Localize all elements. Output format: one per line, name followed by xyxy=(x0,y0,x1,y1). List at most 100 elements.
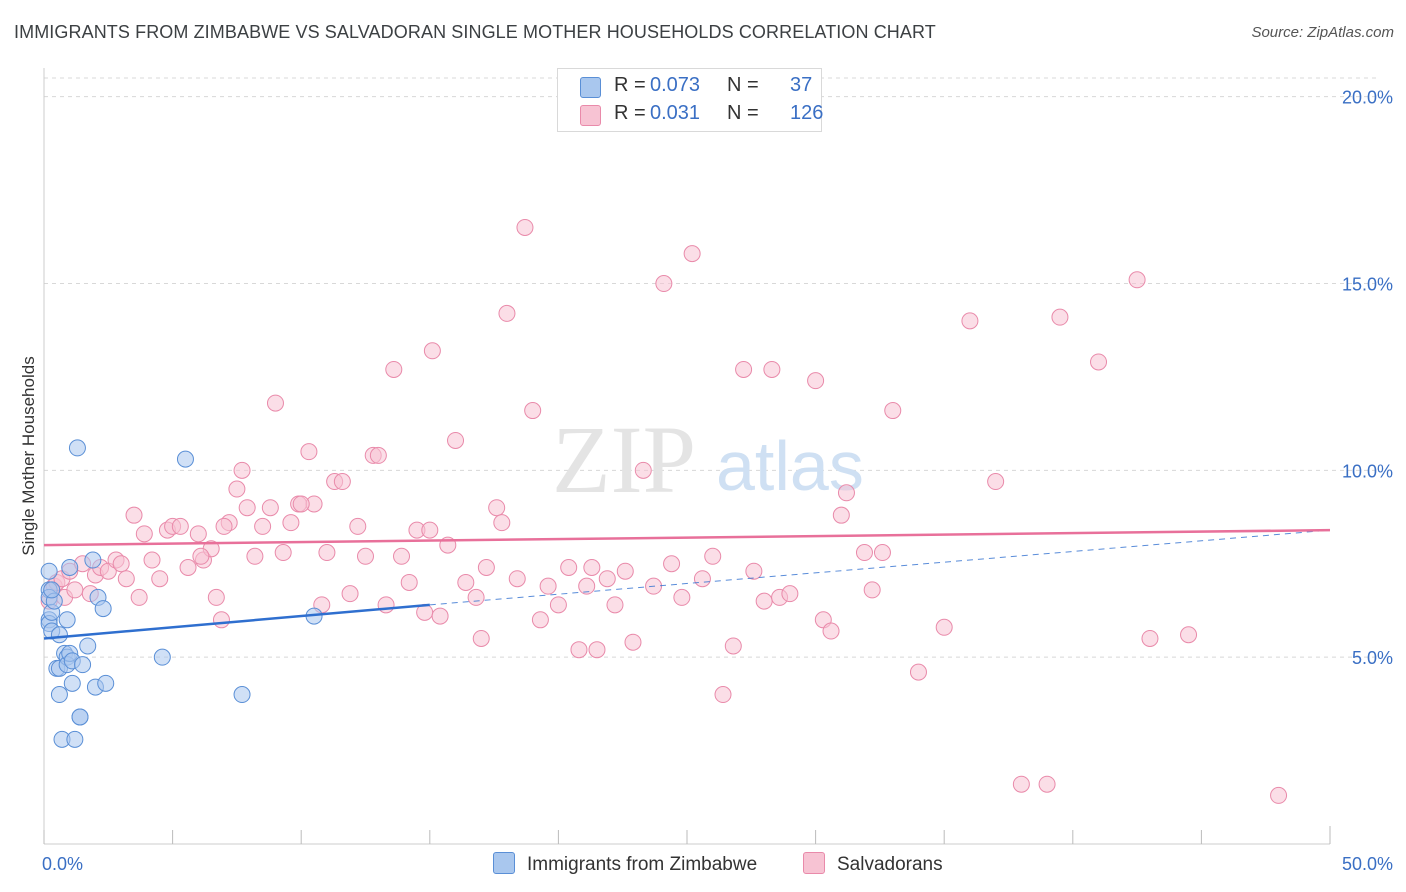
legend-r-label: R = xyxy=(614,102,646,124)
zimbabwe-point xyxy=(74,656,92,674)
salvadoran-point xyxy=(421,521,439,539)
x-tick-label-50: 50.0% xyxy=(1342,854,1393,874)
salvadoran-point xyxy=(616,562,634,580)
salvadoran-point xyxy=(763,360,781,378)
salvadoran-point xyxy=(207,588,225,606)
zimbabwe-point xyxy=(97,674,115,692)
zimbabwe-point xyxy=(58,611,76,629)
tick-labels: 5.0% 10.0% 15.0% 20.0% xyxy=(1342,88,1393,668)
bottom-legend-label: Salvadorans xyxy=(837,854,943,875)
salvadoran-point xyxy=(531,611,549,629)
salvadoran-point xyxy=(385,360,403,378)
legend-n-value: 126 xyxy=(790,102,824,124)
zimbabwe-trend-line xyxy=(43,603,430,640)
salvadoran-point xyxy=(655,275,673,293)
salvadoran-point xyxy=(246,547,264,565)
salvadoran-point xyxy=(704,547,722,565)
salvadoran-point xyxy=(693,570,711,588)
salvadoran-point xyxy=(393,547,411,565)
salvadoran-point xyxy=(863,581,881,599)
salvadoran-point xyxy=(524,402,542,420)
y-tick-label: 20.0% xyxy=(1342,88,1393,108)
salvadoran-point xyxy=(832,506,850,524)
bottom-legend-label: Immigrants from Zimbabwe xyxy=(527,854,758,875)
salvadoran-point xyxy=(873,544,891,562)
zimbabwe-point xyxy=(61,558,79,576)
salvadoran-point xyxy=(266,394,284,412)
zimbabwe-point xyxy=(63,674,81,692)
salvadoran-point xyxy=(488,499,506,517)
salvadoran-point xyxy=(472,629,490,647)
salvadoran-point xyxy=(192,547,210,565)
salvadoran-point xyxy=(423,342,441,360)
bottom-legend-salvadorans: Salvadorans xyxy=(803,852,943,876)
zimbabwe-point xyxy=(233,686,251,704)
legend-r-value: 0.031 xyxy=(650,102,701,124)
salvadoran-point xyxy=(143,551,161,569)
salvadoran-point xyxy=(233,461,251,479)
salvadoran-point xyxy=(179,558,197,576)
salvadoran-point xyxy=(961,312,979,330)
salvadoran-point xyxy=(549,596,567,614)
zimbabwe-point xyxy=(153,648,171,666)
salvadoran-point xyxy=(112,555,130,573)
watermark-zip: ZIP xyxy=(552,406,696,513)
salvadoran-point xyxy=(683,245,701,263)
salvadoran-point xyxy=(560,558,578,576)
x-tick-label-0: 0.0% xyxy=(42,854,83,874)
salvadoran-point xyxy=(1090,353,1108,371)
salvadoran-point xyxy=(588,641,606,659)
salvadoran-point xyxy=(333,473,351,491)
salvadoran-point xyxy=(735,360,753,378)
salvadoran-point xyxy=(377,596,395,614)
salvadoran-point xyxy=(238,499,256,517)
salvadoran-point xyxy=(714,686,732,704)
salvadoran-point xyxy=(884,402,902,420)
salvadoran-point xyxy=(598,570,616,588)
salvadoran-point xyxy=(745,562,763,580)
zimbabwe-point xyxy=(94,600,112,618)
salvadoran-point xyxy=(1270,786,1288,804)
salvadoran-point xyxy=(215,517,233,535)
y-tick-label: 15.0% xyxy=(1342,275,1393,295)
salvadoran-point xyxy=(151,570,169,588)
zimbabwe-point xyxy=(50,686,68,704)
salvadoran-point xyxy=(130,588,148,606)
bottom-legend-swatch-blue xyxy=(493,852,515,874)
zimbabwe-point xyxy=(68,439,86,457)
salvadoran-point xyxy=(117,570,135,588)
salvadoran-point xyxy=(292,495,310,513)
salvadoran-point xyxy=(357,547,374,565)
salvadoran-point xyxy=(570,641,588,659)
legend-n-label: N = xyxy=(727,102,759,124)
salvadoran-point xyxy=(583,558,601,576)
y-tick-label: 5.0% xyxy=(1352,648,1393,668)
salvadoran-point xyxy=(807,372,825,390)
salvadoran-point xyxy=(781,585,799,603)
salvadoran-point xyxy=(349,517,367,535)
salvadoran-point xyxy=(66,581,84,599)
salvadoran-point xyxy=(341,585,359,603)
salvadoran-point xyxy=(1180,626,1198,644)
salvadoran-point xyxy=(431,607,449,625)
axes xyxy=(43,68,1331,845)
salvadoran-trend-line xyxy=(43,528,1331,547)
salvadoran-point xyxy=(493,514,511,532)
salvadoran-point xyxy=(1051,308,1069,326)
chart-title: IMMIGRANTS FROM ZIMBABWE VS SALVADORAN S… xyxy=(14,22,936,42)
salvadoran-point xyxy=(634,461,652,479)
zimbabwe-points xyxy=(40,439,323,748)
salvadoran-point xyxy=(673,588,691,606)
salvadoran-point xyxy=(369,446,387,464)
salvadoran-point xyxy=(1128,271,1146,289)
watermark: ZIP atlas xyxy=(552,406,864,513)
zimbabwe-point xyxy=(43,581,61,599)
legend-r-label: R = xyxy=(614,74,646,96)
salvadoran-point xyxy=(274,544,292,562)
salvadoran-point xyxy=(909,663,927,681)
salvadoran-point xyxy=(624,633,642,651)
bottom-legend-swatch-pink xyxy=(803,852,825,874)
zimbabwe-point xyxy=(176,450,194,468)
salvadoran-point xyxy=(467,588,485,606)
zimbabwe-point xyxy=(40,562,58,580)
